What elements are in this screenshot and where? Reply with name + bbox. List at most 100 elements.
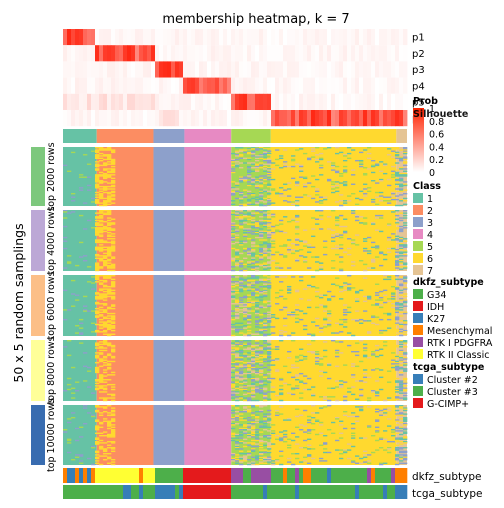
membership-cell [219, 61, 224, 78]
sampling-cell [247, 374, 252, 376]
class-legend-item-swatch [413, 217, 423, 227]
sampling-cell [111, 198, 116, 201]
sampling-cell [231, 158, 236, 161]
sampling-cell [251, 181, 256, 183]
sampling-cell [255, 372, 260, 375]
sampling-cell [399, 236, 404, 239]
sampling-cell [267, 443, 272, 445]
membership-cell [403, 45, 408, 62]
sampling-cell [87, 184, 92, 187]
sampling-cell [395, 366, 400, 369]
sampling-cell [235, 445, 240, 448]
sampling-cell [251, 155, 256, 157]
sampling-cell [251, 252, 256, 255]
sampling-cell [263, 275, 268, 277]
sampling-cell [99, 311, 104, 314]
tcga-subtype-cell [131, 485, 136, 499]
sampling-cell [399, 441, 404, 443]
membership-cell [327, 61, 332, 78]
sampling-cell [299, 298, 304, 300]
tcga-subtype-cell [223, 485, 228, 499]
tcga-subtype-cell [279, 485, 284, 499]
sampling-cell [315, 261, 320, 263]
membership-cell [75, 45, 80, 62]
sampling-cell [351, 460, 356, 462]
sampling-cell [103, 249, 108, 251]
sampling-cell [243, 231, 248, 234]
sampling-cell [395, 420, 400, 422]
sampling-cell [111, 305, 116, 307]
sampling-cell [399, 368, 404, 370]
sampling-cell [95, 216, 100, 218]
sampling-cell [295, 357, 300, 359]
sampling-cell [395, 172, 400, 175]
sampling-cell [399, 325, 404, 327]
sampling-cell [235, 350, 240, 353]
sampling-cell [259, 411, 264, 413]
membership-cell [339, 77, 344, 94]
sampling-cell [99, 255, 104, 257]
sampling-cell [291, 155, 296, 157]
sampling-cell [255, 387, 260, 389]
sampling-cell [95, 342, 100, 344]
sampling-cell [395, 190, 400, 193]
sampling-cell [263, 380, 268, 382]
sampling-cell [339, 214, 344, 217]
sampling-cell [67, 377, 72, 380]
sampling-cell [99, 375, 104, 377]
membership-cell [179, 61, 184, 78]
sampling-cell [403, 311, 408, 314]
sampling-cell [379, 437, 384, 439]
sampling-cell [243, 228, 248, 230]
sampling-cell [403, 342, 408, 344]
membership-cell [311, 45, 316, 62]
sampling-cell [399, 299, 404, 301]
sampling-cell [295, 379, 300, 381]
sampling-cell [395, 441, 400, 443]
sampling-cell [107, 154, 112, 156]
sampling-cell [395, 169, 400, 171]
sampling-cell [235, 317, 240, 320]
sampling-cell [331, 240, 336, 242]
sampling-cell [295, 453, 300, 455]
membership-cell [123, 45, 128, 62]
sampling-cell [103, 162, 108, 164]
sampling-cell [231, 296, 236, 299]
sampling-cell [103, 304, 108, 306]
membership-cell [99, 61, 104, 78]
sampling-cell [319, 358, 324, 360]
sampling-cell [271, 364, 276, 366]
sampling-cell [259, 263, 264, 266]
sampling-block [153, 275, 185, 336]
prob-tick-label: 0.4 [429, 142, 444, 153]
sampling-cell [251, 461, 256, 463]
sampling-cell [243, 455, 248, 457]
sampling-cell [111, 170, 116, 172]
sampling-cell [231, 412, 236, 414]
sampling-cell [255, 170, 260, 172]
sampling-cell [91, 150, 96, 152]
sampling-cell [263, 326, 268, 328]
sampling-cell [251, 368, 256, 370]
sampling-cell [267, 251, 272, 253]
sampling-cell [403, 255, 408, 257]
sampling-cell [403, 263, 408, 266]
sampling-cell [251, 359, 256, 361]
membership-cell [379, 93, 384, 110]
membership-cell [95, 29, 100, 46]
sampling-cell [347, 247, 352, 250]
sampling-cell [399, 426, 404, 428]
sampling-cell [255, 456, 260, 458]
sampling-cell [79, 174, 84, 176]
sampling-cell [267, 214, 272, 217]
prob-tick-label: 1 [429, 104, 435, 115]
sampling-cell [99, 194, 104, 196]
sampling-cell [395, 183, 400, 185]
sampling-cell [91, 288, 96, 290]
sampling-cell [259, 314, 264, 316]
membership-cell [395, 61, 400, 78]
sampling-cell [103, 181, 108, 183]
sampling-cell [231, 242, 236, 245]
sampling-cell [235, 252, 240, 255]
sampling-cell [107, 379, 112, 381]
